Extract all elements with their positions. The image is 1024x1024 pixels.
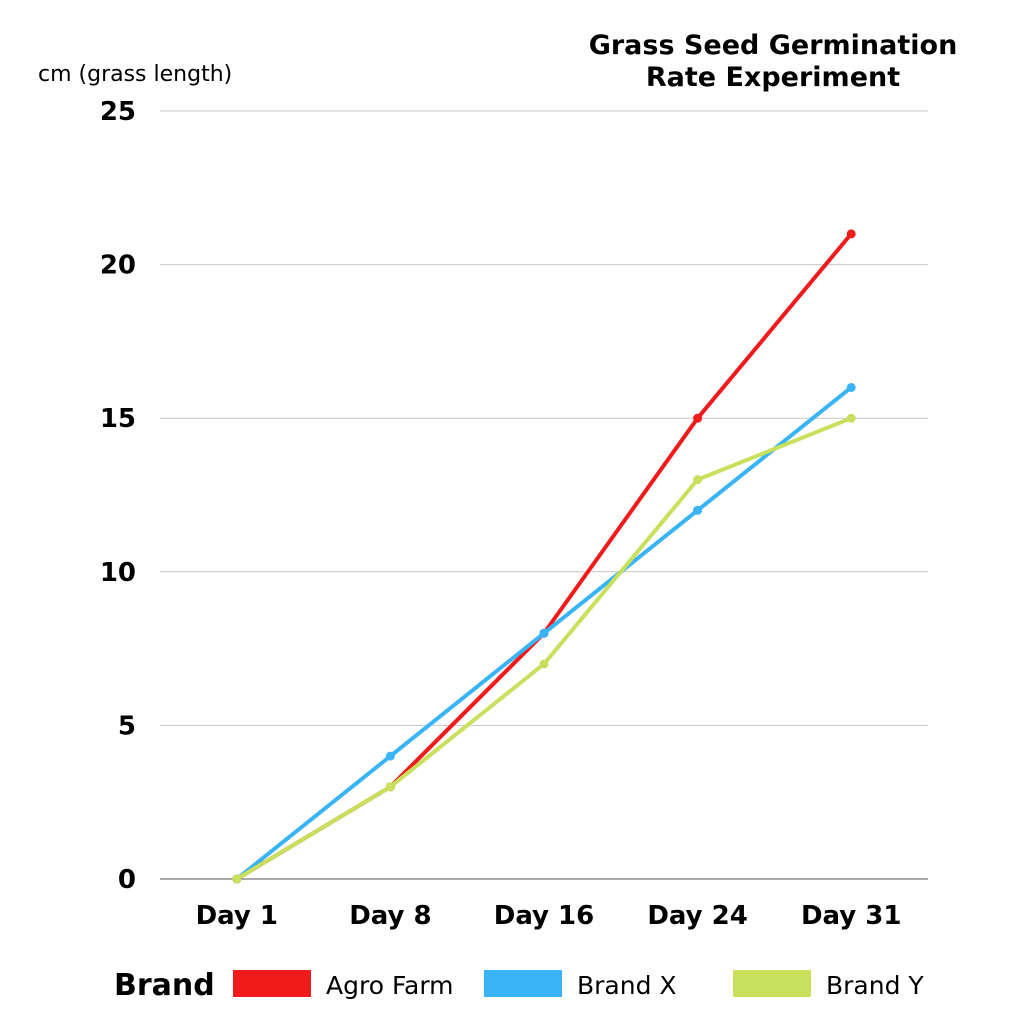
data-point — [846, 382, 856, 392]
y-tick-label: 20 — [100, 251, 136, 281]
y-axis-label: cm (grass length) — [38, 62, 232, 87]
data-point — [539, 659, 549, 669]
legend-label: Brand Y — [826, 971, 924, 1000]
data-point — [693, 413, 703, 423]
y-tick-label: 10 — [100, 558, 136, 588]
legend-title: Brand — [114, 968, 215, 1003]
series-line-agro-farm — [235, 232, 853, 881]
series-line-brand-y — [235, 416, 852, 881]
y-tick-label: 25 — [100, 97, 136, 127]
x-tick-label: Day 31 — [801, 901, 902, 931]
x-tick-label: Day 16 — [494, 901, 595, 931]
data-point — [539, 628, 549, 638]
data-point — [385, 782, 395, 792]
data-point — [846, 229, 856, 239]
data-point — [693, 475, 703, 485]
y-tick-label: 0 — [118, 865, 136, 895]
x-tick-label: Day 24 — [647, 901, 748, 931]
y-tick-label: 5 — [118, 711, 136, 741]
data-point — [846, 413, 856, 423]
legend-label: Brand X — [577, 971, 677, 1000]
chart-title-line-1: Grass Seed Germination — [589, 30, 958, 61]
data-point — [385, 751, 395, 761]
legend-label: Agro Farm — [326, 971, 454, 1000]
legend-swatch — [484, 970, 562, 997]
legend-swatch — [733, 970, 811, 997]
y-tick-label: 15 — [100, 404, 136, 434]
legend-swatch — [233, 970, 311, 997]
x-tick-label: Day 1 — [196, 901, 278, 931]
x-tick-label: Day 8 — [349, 901, 431, 931]
chart-title-line-2: Rate Experiment — [646, 62, 900, 93]
data-point — [232, 874, 242, 884]
data-point — [693, 505, 703, 515]
